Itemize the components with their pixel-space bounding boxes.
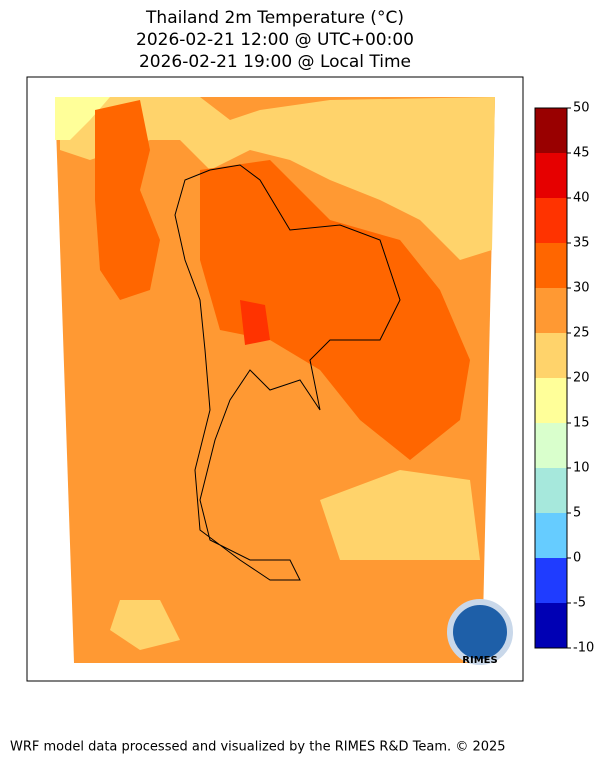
colorbar-bin xyxy=(535,288,567,333)
hot-region xyxy=(95,100,160,300)
warm-region xyxy=(320,470,480,560)
colorbar-bin xyxy=(535,603,567,648)
colorbar-bin xyxy=(535,333,567,378)
mild-region xyxy=(55,97,110,140)
tick-label: 10 xyxy=(573,461,590,476)
tick-label: -10 xyxy=(573,641,594,656)
warm-region xyxy=(60,97,495,260)
colorbar-bin xyxy=(535,513,567,558)
colorbar-bin xyxy=(535,558,567,603)
colorbar-bin xyxy=(535,243,567,288)
colorbar-bin xyxy=(535,468,567,513)
tick-label: 40 xyxy=(573,191,590,206)
tick-label: 0 xyxy=(573,551,581,566)
colorbar-bin xyxy=(535,378,567,423)
title-line: Thailand 2m Temperature (°C) xyxy=(145,8,404,28)
tick-label: -5 xyxy=(573,596,586,611)
map: RIMES xyxy=(26,76,524,682)
title-line: 2026-02-21 19:00 @ Local Time xyxy=(139,52,411,72)
warm-region xyxy=(110,600,180,650)
tick-label: 30 xyxy=(573,281,590,296)
hot-region xyxy=(200,160,470,460)
tick-label: 45 xyxy=(573,146,590,161)
tick-label: 5 xyxy=(573,506,581,521)
tick-label: 50 xyxy=(573,101,590,116)
logo xyxy=(447,599,513,665)
colorbar-bin xyxy=(535,153,567,198)
hotter-region xyxy=(240,300,270,345)
colorbar-bin xyxy=(535,198,567,243)
colorbar-bin xyxy=(535,423,567,468)
footer-credit: WRF model data processed and visualized … xyxy=(10,740,506,755)
tick-label: 25 xyxy=(573,326,590,341)
title-line: 2026-02-21 12:00 @ UTC+00:00 xyxy=(136,30,414,50)
colorbar: -10 -5 0 5 10 15 20 25 30 35 40 45 50 xyxy=(534,101,594,656)
tick-label: 20 xyxy=(573,371,590,386)
country-outline xyxy=(174,164,401,581)
tick-label: 15 xyxy=(573,416,590,431)
colorbar-bin xyxy=(535,108,567,153)
logo-label: RIMES xyxy=(462,655,497,666)
tick-label: 35 xyxy=(573,236,590,251)
